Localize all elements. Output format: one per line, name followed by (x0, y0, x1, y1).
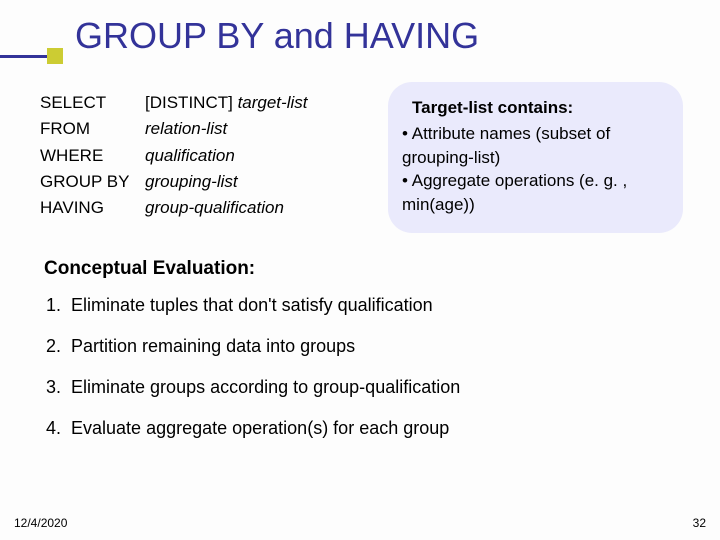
step-item: 1. Eliminate tuples that don't satisfy q… (46, 295, 460, 316)
sql-keyword: FROM (40, 116, 145, 142)
slide-title: GROUP BY and HAVING (75, 15, 479, 57)
sql-arg: relation-list (145, 116, 227, 142)
sql-row-select: SELECT [DISTINCT] target-list (40, 90, 370, 116)
step-item: 3. Eliminate groups according to group-q… (46, 377, 460, 398)
sql-arg: grouping-list (145, 169, 238, 195)
step-item: 2. Partition remaining data into groups (46, 336, 460, 357)
sql-keyword: WHERE (40, 143, 145, 169)
callout-line: • Attribute names (subset of grouping-li… (402, 122, 669, 170)
target-list-callout: Target-list contains: • Attribute names … (388, 82, 683, 233)
sql-keyword: HAVING (40, 195, 145, 221)
sql-row-having: HAVING group-qualification (40, 195, 370, 221)
sql-row-from: FROM relation-list (40, 116, 370, 142)
footer-date: 12/4/2020 (14, 516, 67, 530)
evaluation-steps: 1. Eliminate tuples that don't satisfy q… (46, 295, 460, 459)
sql-keyword: SELECT (40, 90, 145, 116)
callout-title: Target-list contains: (412, 96, 669, 120)
sql-keyword: GROUP BY (40, 169, 145, 195)
sql-arg: qualification (145, 143, 235, 169)
sql-row-groupby: GROUP BY grouping-list (40, 169, 370, 195)
sql-syntax-block: SELECT [DISTINCT] target-list FROM relat… (40, 90, 370, 222)
callout-line: • Aggregate operations (e. g. , min(age)… (402, 169, 669, 217)
accent-square (47, 48, 63, 64)
conceptual-heading: Conceptual Evaluation: (44, 258, 255, 280)
sql-arg: group-qualification (145, 195, 284, 221)
sql-row-where: WHERE qualification (40, 143, 370, 169)
step-item: 4. Evaluate aggregate operation(s) for e… (46, 418, 460, 439)
footer-page-number: 32 (693, 516, 706, 530)
accent-line (0, 55, 47, 58)
sql-arg: [DISTINCT] target-list (145, 90, 307, 116)
